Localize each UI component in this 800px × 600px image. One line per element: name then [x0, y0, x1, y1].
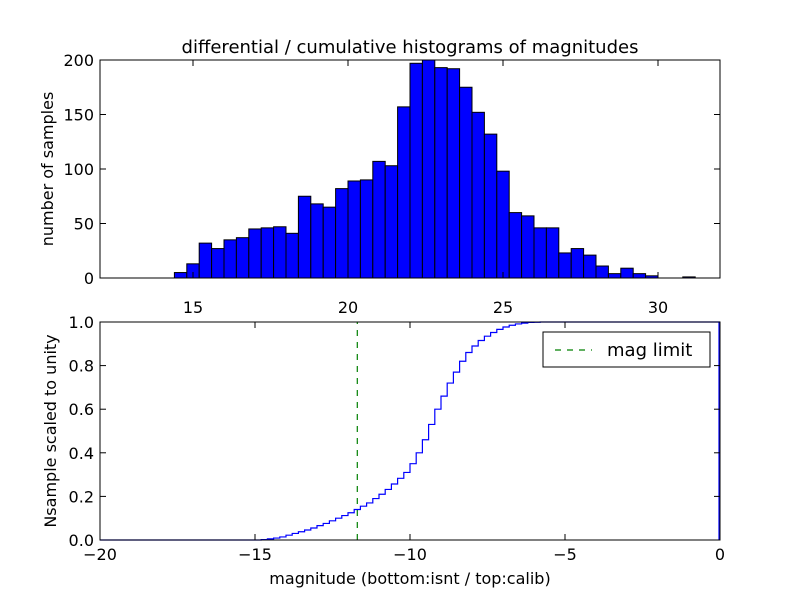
cumulative-lines — [100, 321, 720, 541]
x-tick-label: −10 — [393, 545, 427, 564]
histogram-bar — [583, 254, 597, 279]
y-tick-label: 50 — [74, 215, 94, 234]
y-tick-label: 0.4 — [69, 444, 94, 463]
legend: mag limit — [542, 331, 711, 368]
histogram-bar — [335, 188, 349, 279]
y-tick-label: 150 — [63, 106, 94, 125]
histogram-bar — [545, 227, 560, 279]
x-tick-label: 30 — [648, 298, 668, 317]
y-tick-label: 0.0 — [69, 531, 94, 550]
figure-title: differential / cumulative histograms of … — [182, 37, 639, 58]
histogram-axes: 15 20 25 30 0 50 100 150 200 — [63, 51, 720, 317]
x-tick-label: 20 — [338, 298, 358, 317]
histogram-bar — [397, 106, 411, 279]
histogram-bar — [483, 133, 498, 279]
histogram-bar — [384, 165, 399, 279]
y-tick-label: 100 — [63, 160, 94, 179]
histogram-bar — [260, 227, 275, 279]
histogram-bar — [533, 227, 547, 279]
cumulative-axes: −20 −15 −10 −5 0 0.0 0.2 0.4 0.6 0.8 1.0 — [69, 313, 726, 564]
histogram-bar — [211, 248, 225, 279]
x-tick-label: 0 — [715, 545, 725, 564]
histogram-bar — [347, 180, 361, 279]
y-tick-label: 0.8 — [69, 357, 94, 376]
cumulative-panel: −20 −15 −10 −5 0 0.0 0.2 0.4 0.6 0.8 1.0 magnitude… — [41, 313, 725, 588]
histogram-bar — [273, 226, 287, 279]
histogram-bar — [446, 68, 461, 279]
histogram-bar — [223, 239, 237, 279]
x-tick-label: 25 — [493, 298, 513, 317]
histogram-bar — [632, 273, 647, 279]
x-tick-label: 15 — [183, 298, 203, 317]
x-tick-label: −5 — [553, 545, 577, 564]
cumulative-ylabel: Nsample scaled to unity — [41, 334, 60, 527]
histogram-bar — [235, 237, 250, 279]
histogram-bar — [421, 59, 436, 279]
cumulative-xlabel: magnitude (bottom:isnt / top:calib) — [269, 569, 550, 588]
histogram-bar — [595, 265, 609, 279]
y-tick-label: 1.0 — [69, 313, 94, 332]
histogram-bar — [434, 67, 448, 279]
histogram-bar — [570, 248, 585, 279]
histogram-bar — [372, 160, 386, 279]
y-tick-label: 0.6 — [69, 400, 94, 419]
histogram-bar — [409, 62, 423, 279]
histogram-bar — [359, 179, 374, 279]
histogram-bars — [173, 59, 696, 279]
histogram-bar — [322, 206, 337, 279]
histogram-panel: 15 20 25 30 0 50 100 150 200 number of samples — [38, 51, 721, 317]
histogram-bar — [496, 170, 510, 279]
histogram-bar — [607, 273, 622, 279]
histogram-bar — [471, 111, 485, 279]
histogram-bar — [558, 252, 572, 279]
cumulative-step-line — [100, 321, 720, 541]
x-tick-label: −15 — [238, 545, 272, 564]
histogram-ylabel: number of samples — [38, 92, 57, 247]
histogram-bar — [173, 272, 188, 279]
histogram-bar — [198, 242, 213, 279]
y-tick-label: 0 — [84, 269, 94, 288]
x-tick-label: −20 — [83, 545, 117, 564]
y-tick-label: 200 — [63, 51, 94, 70]
histogram-bar — [620, 267, 634, 279]
histogram-bar — [310, 203, 324, 279]
histogram-bar — [248, 228, 262, 279]
histogram-bar — [285, 232, 299, 279]
y-tick-label: 0.2 — [69, 487, 94, 506]
histogram-bar — [459, 86, 473, 279]
histogram-bar — [297, 195, 312, 279]
histogram-bar — [521, 215, 535, 279]
histogram-bar — [508, 212, 523, 279]
legend-label-mag-limit: mag limit — [607, 340, 692, 361]
